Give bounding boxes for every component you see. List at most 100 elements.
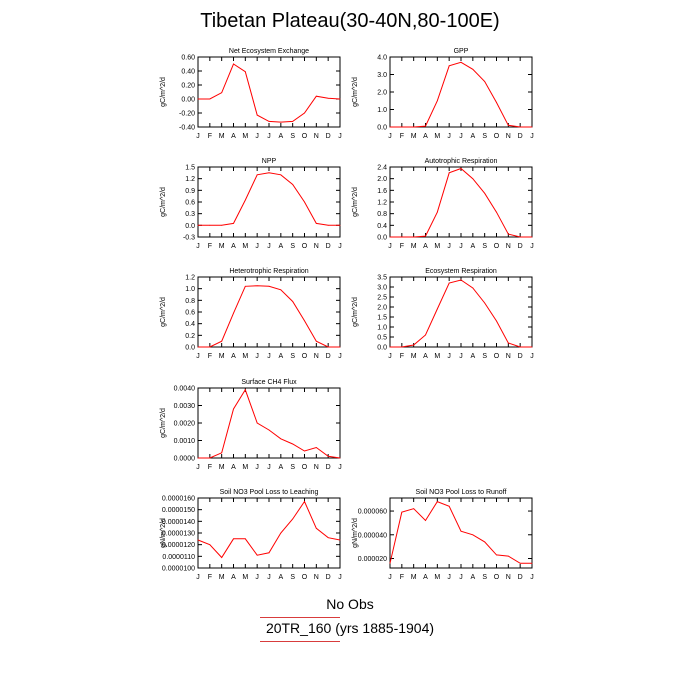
plot-frame xyxy=(197,56,341,128)
series-line xyxy=(198,285,340,348)
x-tick-label: O xyxy=(494,133,500,140)
x-tick-label: S xyxy=(290,464,295,471)
x-tick-label: J xyxy=(530,353,534,360)
data-point xyxy=(315,340,317,342)
y-axis-label: gC/m^2/d xyxy=(160,187,167,217)
x-tick-label: F xyxy=(208,243,212,250)
data-point xyxy=(304,450,305,452)
data-point xyxy=(292,443,294,445)
x-tick-label: F xyxy=(208,133,212,140)
data-point xyxy=(472,287,474,289)
x-tick-label: F xyxy=(208,464,212,471)
x-tick-label: N xyxy=(506,353,511,360)
plot-frame xyxy=(197,276,341,348)
x-tick-label: D xyxy=(518,243,523,250)
data-point xyxy=(496,211,497,213)
data-point xyxy=(413,344,415,346)
chart-panel: Surface CH4 Flux gC/m^2/d 0.0000 0.0010 0.00… xyxy=(160,379,342,471)
x-tick-label: S xyxy=(290,243,295,250)
data-point xyxy=(484,541,486,543)
data-point xyxy=(280,174,282,176)
y-tick-label: 0.000040 xyxy=(358,532,387,539)
data-point xyxy=(460,279,462,281)
x-tick-label: S xyxy=(290,353,295,360)
y-tick-label: 0.0 xyxy=(377,345,387,352)
y-tick-label: 0.0010 xyxy=(174,438,196,445)
y-tick-label: 0.4 xyxy=(377,223,387,230)
data-point xyxy=(436,211,438,213)
x-tick-label: N xyxy=(506,243,511,250)
data-point xyxy=(496,102,497,103)
y-tick-label: 0.0000100 xyxy=(162,566,195,573)
y-axis-label: gC/m^2/d xyxy=(160,297,167,327)
data-point xyxy=(389,236,391,238)
data-point xyxy=(292,184,294,185)
x-tick-label: N xyxy=(506,574,511,581)
x-tick-label: M xyxy=(411,243,417,250)
data-point xyxy=(436,501,438,502)
y-tick-label: 0.4 xyxy=(185,321,195,328)
x-tick-label: A xyxy=(470,243,475,250)
x-tick-label: J xyxy=(447,133,451,140)
x-tick-label: D xyxy=(326,353,331,360)
data-point xyxy=(436,308,438,310)
x-tick-label: J xyxy=(255,353,259,360)
y-axis-label: gC/m^2/d xyxy=(352,77,359,107)
x-tick-label: J xyxy=(267,574,271,581)
data-point xyxy=(339,539,341,541)
data-point xyxy=(389,562,391,564)
data-point xyxy=(448,65,450,67)
series-line xyxy=(389,500,532,564)
legend-label-model: 20TR_160 (yrs 1885-1904) xyxy=(265,620,435,636)
legend-line-model xyxy=(260,641,340,642)
y-tick-label: 0.0000130 xyxy=(162,531,195,538)
x-tick-label: J xyxy=(388,574,392,581)
data-point xyxy=(425,520,426,521)
data-point xyxy=(339,224,341,226)
y-tick-label: -0.3 xyxy=(183,235,195,242)
data-point xyxy=(339,457,341,459)
data-point xyxy=(327,97,329,99)
y-tick-label: 0.0 xyxy=(377,235,387,242)
data-point xyxy=(339,98,341,100)
x-tick-label: O xyxy=(302,353,308,360)
x-tick-label: D xyxy=(518,133,523,140)
x-tick-label: M xyxy=(411,353,417,360)
y-tick-label: 0.0000140 xyxy=(162,519,195,526)
chart-title: NPP xyxy=(262,158,277,165)
data-point xyxy=(315,222,317,224)
x-tick-label: S xyxy=(290,574,295,581)
y-tick-label: 0.9 xyxy=(185,188,195,195)
chart-title: Net Ecosystem Exchange xyxy=(229,48,309,55)
chart-title: Soil NO3 Pool Loss to Leaching xyxy=(220,489,319,496)
data-point xyxy=(484,302,486,304)
data-point xyxy=(221,224,223,226)
x-tick-label: M xyxy=(434,574,440,581)
x-tick-label: F xyxy=(208,574,212,581)
x-tick-label: D xyxy=(326,574,331,581)
x-tick-label: N xyxy=(314,243,319,250)
data-point xyxy=(280,438,282,440)
data-point xyxy=(315,527,317,529)
x-tick-label: M xyxy=(411,574,417,581)
data-point xyxy=(292,121,294,122)
data-point xyxy=(472,534,474,536)
data-point xyxy=(519,126,521,128)
data-point xyxy=(389,126,391,128)
y-tick-label: 3.0 xyxy=(377,285,387,292)
x-tick-label: S xyxy=(482,133,487,140)
x-tick-label: A xyxy=(423,133,428,140)
data-point xyxy=(197,539,199,541)
y-tick-label: 0.0000110 xyxy=(162,554,195,561)
x-tick-label: J xyxy=(530,574,534,581)
data-point xyxy=(519,346,521,348)
chart-title: Autotrophic Respiration xyxy=(425,158,498,165)
x-tick-label: M xyxy=(219,243,225,250)
data-point xyxy=(233,312,234,314)
x-tick-label: O xyxy=(302,133,308,140)
y-axis-label: gC/m^2/d xyxy=(352,187,359,217)
chart-panel: Heterotrophic Respiration gC/m^2/d 0.0 0.2 0… xyxy=(160,268,342,360)
x-tick-label: A xyxy=(423,353,428,360)
